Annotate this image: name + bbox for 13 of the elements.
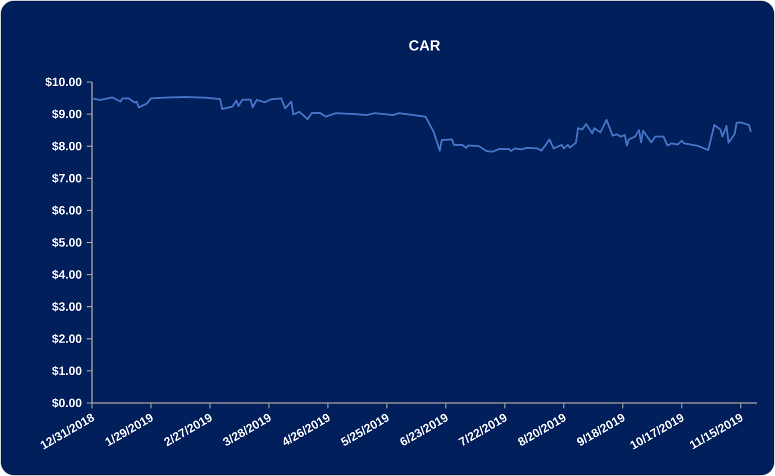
chart-title: CAR	[409, 40, 440, 51]
y-tick-label: $6.00	[52, 206, 82, 216]
y-tick-label: $5.00	[52, 238, 82, 248]
y-tick-label: $4.00	[52, 270, 82, 280]
y-tick-label: $7.00	[52, 173, 82, 184]
y-tick-label: $10.00	[45, 77, 82, 87]
y-tick-label: $1.00	[52, 366, 82, 376]
y-tick-label: $9.00	[52, 109, 82, 120]
y-tick-label: $8.00	[52, 141, 82, 152]
y-tick-label: $2.00	[52, 334, 82, 344]
y-tick-label: $3.00	[52, 302, 82, 312]
y-tick-label: $0.00	[52, 398, 82, 408]
line-series	[91, 96, 752, 153]
